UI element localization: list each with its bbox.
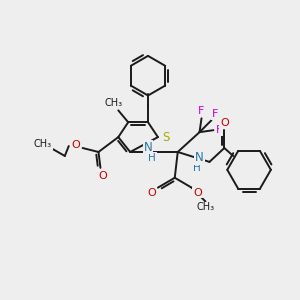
Text: CH₃: CH₃: [104, 98, 122, 108]
Text: CH₃: CH₃: [34, 139, 52, 149]
Text: O: O: [71, 140, 80, 150]
Text: O: O: [148, 188, 156, 198]
Text: H: H: [193, 163, 200, 173]
Text: N: N: [144, 140, 152, 154]
Text: S: S: [162, 130, 169, 144]
Text: F: F: [216, 125, 223, 135]
Text: O: O: [220, 118, 229, 128]
Text: O: O: [193, 188, 202, 198]
Text: CH₃: CH₃: [196, 202, 214, 212]
Text: F: F: [212, 109, 219, 119]
Text: F: F: [198, 106, 205, 116]
Text: N: N: [195, 152, 204, 164]
Text: H: H: [148, 153, 156, 163]
Text: O: O: [98, 171, 107, 181]
